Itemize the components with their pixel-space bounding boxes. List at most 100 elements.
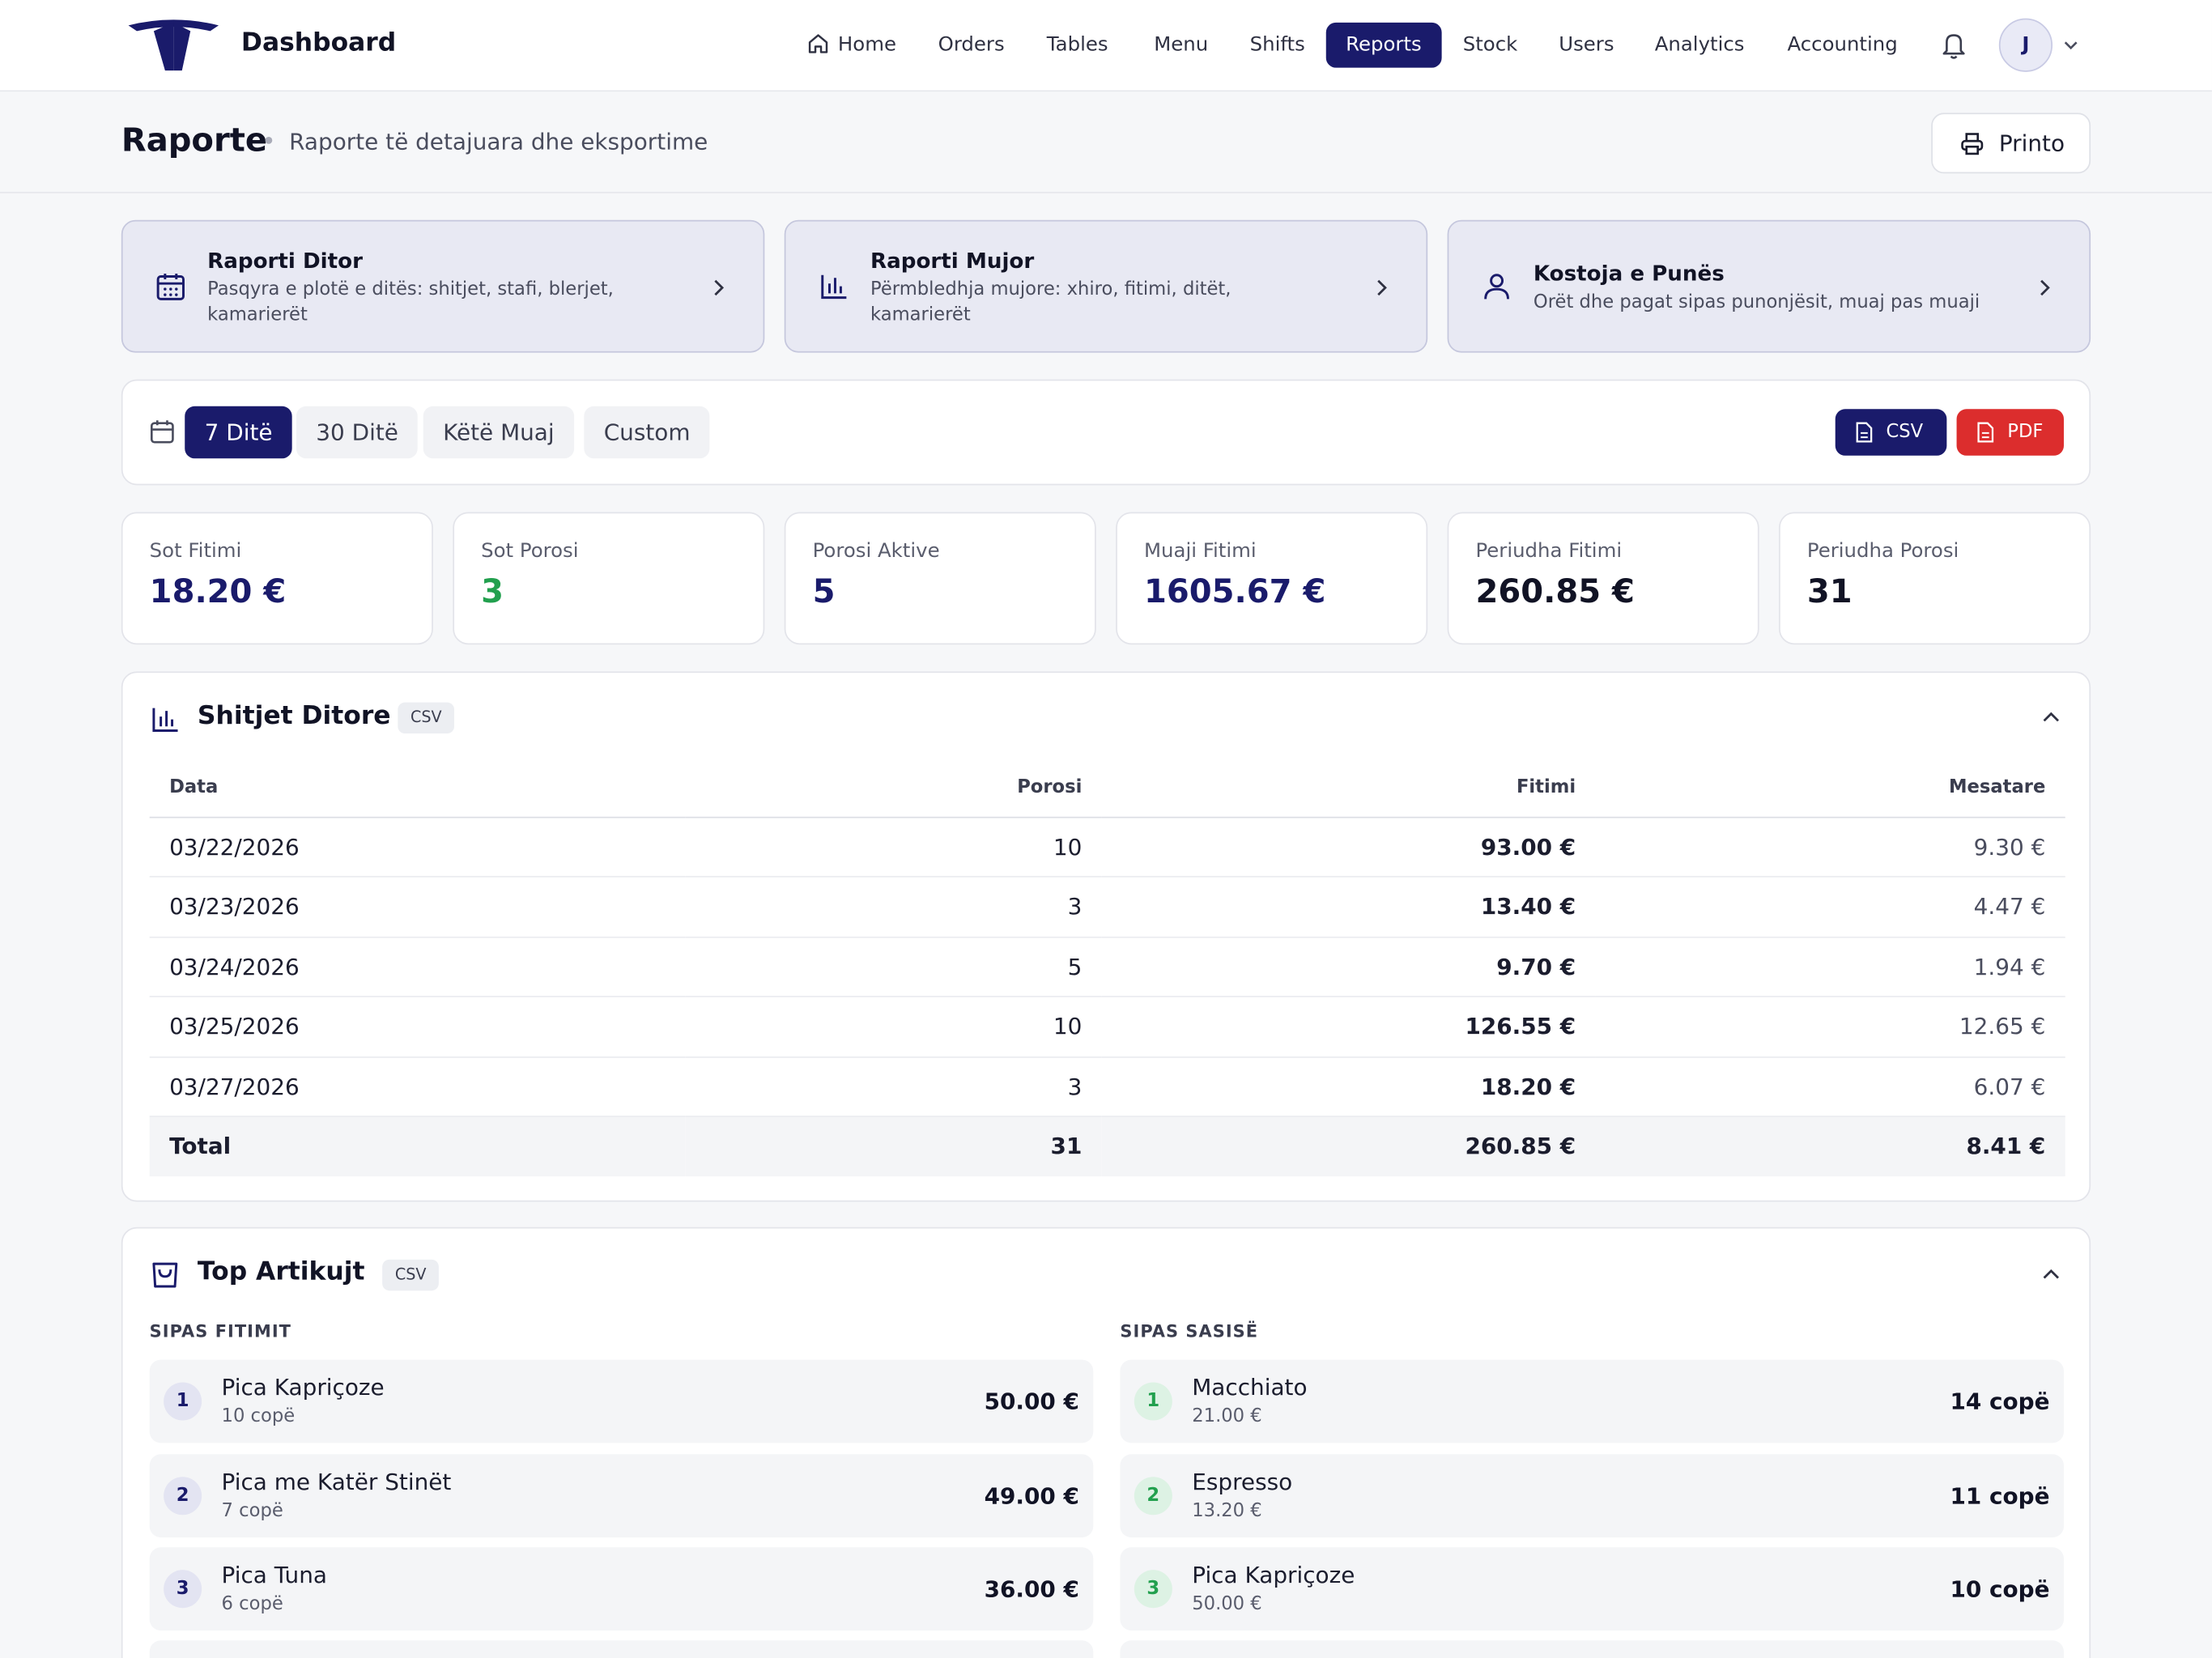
nav-home[interactable]: Home <box>787 23 916 68</box>
stat-label: Sot Porosi <box>481 540 579 563</box>
total-orders: 31 <box>685 1116 1102 1176</box>
item-revenue: 50.00 € <box>1192 1593 1262 1615</box>
stat-card-period-profit: Periudha Fitimi 260.85 € <box>1447 512 1759 645</box>
bell-icon[interactable] <box>1940 30 1968 61</box>
table-row: 03/23/2026 3 13.40 € 4.47 € <box>149 876 2065 937</box>
panel-title: Top Artikujt <box>197 1256 365 1286</box>
column-header-average: Mesatare <box>1595 760 2065 818</box>
nav-shifts[interactable]: Shifts <box>1249 33 1305 57</box>
stat-label: Periudha Fitimi <box>1475 540 1623 563</box>
nav-stock[interactable]: Stock <box>1462 33 1518 57</box>
bar-chart-icon <box>821 274 847 300</box>
item-profit: 49.00 € <box>984 1482 1079 1510</box>
list-item <box>149 1640 1094 1658</box>
stat-card-today-profit: Sot Fitimi 18.20 € <box>121 512 433 645</box>
nav-tables[interactable]: Tables <box>1046 33 1108 57</box>
avatar[interactable]: J <box>1998 18 2053 72</box>
export-csv-button[interactable]: CSV <box>1835 409 1947 456</box>
nav-reports[interactable]: Reports <box>1325 22 1442 68</box>
stat-label: Sot Fitimi <box>149 540 242 563</box>
export-pdf-button[interactable]: PDF <box>1956 409 2064 456</box>
page-header: Raporte Raporte të detajuara dhe eksport… <box>0 91 2212 193</box>
printer-icon <box>1961 133 1984 155</box>
item-quantity: 10 copë <box>221 1406 296 1428</box>
report-card-description: Orët dhe pagat sipas punonjësit, muaj pa… <box>1533 291 1980 313</box>
rank-badge: 3 <box>164 1570 202 1609</box>
stat-value: 1605.67 € <box>1144 574 1326 611</box>
stat-label: Periudha Porosi <box>1806 540 1959 563</box>
nav-accounting[interactable]: Accounting <box>1787 33 1898 57</box>
range-this-month[interactable]: Këtë Muaj <box>423 406 575 459</box>
list-item: 2 Pica me Katër Stinët 7 copë 49.00 € <box>149 1454 1094 1538</box>
column-header-date: Data <box>149 760 686 818</box>
cell-profit: 9.70 € <box>1101 936 1596 997</box>
top-navigation-bar: Dashboard Home Orders Tables Menu Shifts… <box>0 0 2212 92</box>
home-icon <box>808 34 828 53</box>
chevron-up-icon[interactable] <box>2041 709 2061 726</box>
report-card-title: Raporti Ditor <box>207 248 363 274</box>
nav-analytics[interactable]: Analytics <box>1654 33 1745 57</box>
stat-label: Muaji Fitimi <box>1144 540 1257 563</box>
panel-title: Shitjet Ditore <box>197 700 391 731</box>
cell-profit: 126.55 € <box>1101 996 1596 1057</box>
print-label: Printo <box>1998 130 2065 157</box>
nav-orders[interactable]: Orders <box>938 33 1005 57</box>
report-card-labor-cost[interactable]: Kostoja e Punës Orët dhe pagat sipas pun… <box>1447 219 2091 353</box>
cell-average: 12.65 € <box>1595 996 2065 1057</box>
report-card-monthly[interactable]: Raporti Mujor Përmbledhja mujore: xhiro,… <box>784 219 1428 353</box>
list-item: 3 Pica Kapriçoze 50.00 € 10 copë <box>1120 1547 2064 1631</box>
cell-average: 6.07 € <box>1595 1056 2065 1117</box>
by-quantity-heading: SIPAS SASISË <box>1120 1321 1259 1341</box>
top-items-panel: Top Artikujt CSV SIPAS FITIMIT SIPAS SAS… <box>121 1226 2091 1658</box>
stat-card-period-orders: Periudha Porosi 31 <box>1779 512 2091 645</box>
cell-profit: 18.20 € <box>1101 1056 1596 1117</box>
total-profit: 260.85 € <box>1101 1116 1596 1176</box>
calendar-icon <box>150 420 174 444</box>
nav-users[interactable]: Users <box>1559 33 1614 57</box>
stat-label: Porosi Aktive <box>812 540 940 563</box>
report-card-title: Raporti Mujor <box>870 248 1035 274</box>
chevron-up-icon[interactable] <box>2041 1267 2061 1284</box>
separator-dot <box>265 137 273 144</box>
chevron-down-icon[interactable] <box>2062 38 2079 52</box>
range-30-days[interactable]: 30 Ditë <box>296 406 419 459</box>
nav-menu[interactable]: Menu <box>1154 33 1209 57</box>
range-custom[interactable]: Custom <box>584 406 710 459</box>
stat-value: 5 <box>812 574 836 611</box>
list-item: 2 Espresso 13.20 € 11 copë <box>1120 1454 2064 1538</box>
table-header-row: Data Porosi Fitimi Mesatare <box>149 760 2065 818</box>
table-row: 03/24/2026 5 9.70 € 1.94 € <box>149 936 2065 997</box>
list-item: 3 Pica Tuna 6 copë 36.00 € <box>149 1547 1094 1631</box>
item-name: Macchiato <box>1192 1374 1308 1401</box>
cell-date: 03/22/2026 <box>149 816 686 878</box>
item-name: Pica Kapriçoze <box>1192 1561 1355 1588</box>
by-profit-heading: SIPAS FITIMIT <box>149 1321 292 1341</box>
item-name: Espresso <box>1192 1468 1293 1495</box>
stat-value: 3 <box>481 574 504 611</box>
export-csv-label: CSV <box>1886 421 1924 444</box>
range-7-days[interactable]: 7 Ditë <box>185 406 292 459</box>
stat-card-month-profit: Muaji Fitimi 1605.67 € <box>1116 512 1428 645</box>
page-subtitle: Raporte të detajuara dhe eksportime <box>289 128 708 155</box>
cell-orders: 3 <box>685 876 1102 937</box>
date-filter-bar: 7 Ditë 30 Ditë Këtë Muaj Custom CSV PDF <box>121 379 2091 486</box>
print-button[interactable]: Printo <box>1931 113 2091 174</box>
report-card-daily[interactable]: Raporti Ditor Pasqyra e plotë e ditës: s… <box>121 219 765 353</box>
chevron-right-icon <box>1377 279 1387 296</box>
logo[interactable] <box>125 17 221 76</box>
cell-date: 03/27/2026 <box>149 1056 686 1117</box>
item-quantity: 14 copë <box>1950 1388 2050 1415</box>
column-header-profit: Fitimi <box>1101 760 1596 818</box>
table-row: 03/25/2026 10 126.55 € 12.65 € <box>149 996 2065 1057</box>
chevron-right-icon <box>714 279 725 296</box>
cell-profit: 13.40 € <box>1101 876 1596 937</box>
column-header-orders: Porosi <box>685 760 1102 818</box>
csv-export-tag[interactable]: CSV <box>398 702 455 733</box>
report-card-description: Pasqyra e plotë e ditës: shitjet, stafi,… <box>207 278 614 326</box>
csv-export-tag[interactable]: CSV <box>382 1259 440 1291</box>
cell-profit: 93.00 € <box>1101 816 1596 878</box>
total-average: 8.41 € <box>1595 1116 2065 1176</box>
item-name: Pica me Katër Stinët <box>221 1468 452 1495</box>
cell-average: 4.47 € <box>1595 876 2065 937</box>
cell-orders: 10 <box>685 996 1102 1057</box>
